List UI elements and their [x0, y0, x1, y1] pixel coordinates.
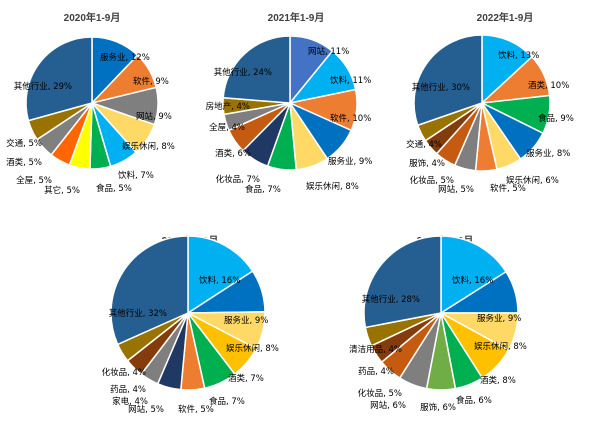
slice-label: 药品, 4% — [358, 366, 394, 377]
slice-label: 饮料, 7% — [118, 170, 154, 181]
slice-label: 食品, 5% — [96, 183, 132, 194]
pie-slice — [222, 35, 291, 104]
slice-label: 网站, 9% — [136, 111, 172, 122]
slice-label: 清洁用品, 4% — [349, 344, 402, 355]
pie-slice — [413, 34, 483, 127]
slice-label: 其他行业, 28% — [362, 294, 420, 305]
slice-label: 化妆品, 5% — [410, 175, 454, 186]
slice-label: 其他行业, 32% — [109, 308, 167, 319]
slice-label: 娱乐休闲, 6% — [506, 175, 559, 186]
slice-label: 服务业, 12% — [100, 52, 150, 63]
slice-label: 酒类, 5% — [6, 157, 42, 168]
slice-label: 房地产, 4% — [206, 101, 250, 112]
slice-label: 服务业, 9% — [328, 156, 372, 167]
slice-label: 酒类, 10% — [528, 80, 569, 91]
slice-label: 化妆品, 5% — [358, 388, 402, 399]
slice-label: 网站, 11% — [308, 46, 349, 57]
slice-label: 软件, 5% — [490, 183, 526, 194]
slice-label: 饮料, 16% — [199, 275, 240, 286]
chart-title: 2020年1-9月 — [64, 11, 121, 24]
slice-label: 服务业, 9% — [224, 315, 268, 326]
slice-label: 软件, 10% — [330, 113, 371, 124]
slice-label: 全屋, 5% — [16, 175, 52, 186]
slice-label: 其他行业, 29% — [14, 81, 72, 92]
chart-title: 2022年1-9月 — [477, 11, 534, 24]
slice-label: 食品, 7% — [209, 396, 245, 407]
pie-slice — [25, 36, 93, 122]
pie-slice — [363, 235, 442, 329]
slice-label: 酒类, 8% — [480, 375, 516, 386]
slice-label: 酒类, 7% — [228, 373, 264, 384]
chart-title: 2021年1-9月 — [268, 11, 325, 24]
slice-label: 饮料, 13% — [498, 50, 539, 61]
pie-slice — [187, 235, 254, 315]
slice-label: 娱乐休闲, 8% — [122, 141, 175, 152]
slice-label: 网站, 5% — [438, 184, 474, 195]
slice-label: 软件, 9% — [133, 76, 169, 87]
slice-label: 其它, 5% — [44, 185, 80, 196]
slice-label: 酒类, 6% — [215, 148, 251, 159]
slice-label: 其他行业, 30% — [412, 82, 470, 93]
slice-label: 药品, 4% — [110, 384, 146, 395]
pie-slice — [440, 235, 508, 315]
slice-label: 服饰, 4% — [409, 158, 445, 169]
slice-label: 服饰, 6% — [420, 402, 456, 413]
slice-label: 饮料, 16% — [452, 275, 493, 286]
slice-label: 娱乐休闲, 8% — [306, 181, 359, 192]
slice-label: 服务业, 8% — [526, 148, 570, 159]
slice-label: 娱乐休闲, 8% — [474, 341, 527, 352]
slice-label: 交通, 4% — [406, 139, 442, 150]
pie-slice — [110, 235, 189, 346]
slice-label: 食品, 6% — [456, 395, 492, 406]
slice-label: 家电, 4% — [112, 396, 148, 407]
slice-label: 交通, 5% — [6, 138, 42, 149]
slice-label: 食品, 9% — [538, 113, 574, 124]
slice-label: 其他行业, 24% — [214, 67, 272, 78]
slice-label: 化妆品, 4% — [102, 367, 146, 378]
pie-slice — [481, 34, 534, 105]
slice-label: 全屋, 4% — [209, 122, 245, 133]
slice-label: 网站, 5% — [128, 404, 164, 415]
slice-label: 软件, 5% — [178, 404, 214, 415]
slice-label: 网站, 6% — [370, 400, 406, 411]
slice-label: 娱乐休闲, 8% — [226, 343, 279, 354]
slice-label: 食品, 7% — [245, 184, 281, 195]
slice-label: 饮料, 11% — [330, 75, 371, 86]
slice-label: 化妆品, 7% — [216, 174, 260, 185]
slice-label: 服务业, 9% — [477, 313, 521, 324]
